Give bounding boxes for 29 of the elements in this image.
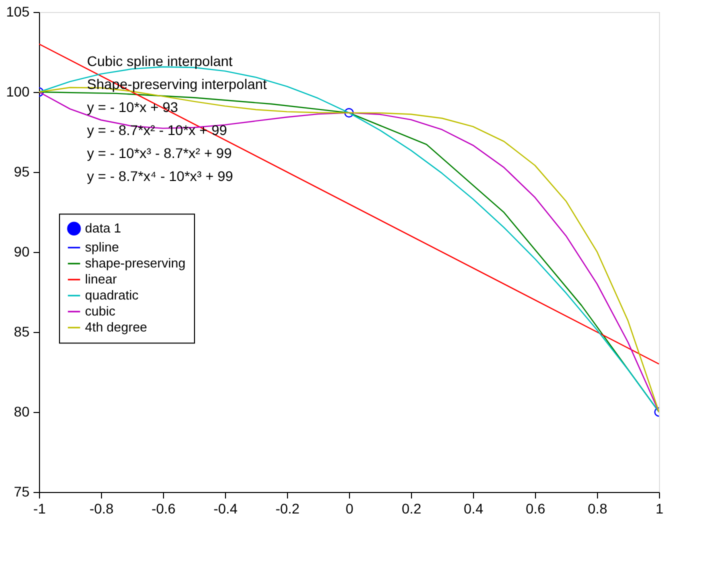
annotation: y = - 8.7*x⁴ - 10*x³ + 99 bbox=[87, 168, 234, 184]
x-tick-label: 0.8 bbox=[588, 500, 608, 516]
legend-label: linear bbox=[85, 272, 118, 287]
annotation: y = - 10*x³ - 8.7*x² + 99 bbox=[87, 145, 232, 161]
x-tick-label: 0.4 bbox=[464, 500, 484, 516]
legend-label: 4th degree bbox=[85, 320, 148, 335]
y-tick-label: 95 bbox=[14, 164, 30, 180]
x-tick-label: -1 bbox=[33, 500, 46, 516]
x-tick-label: 1 bbox=[656, 500, 664, 516]
y-tick-label: 80 bbox=[14, 404, 30, 420]
x-tick-label: -0.6 bbox=[151, 500, 176, 516]
y-tick-label: 75 bbox=[14, 484, 30, 500]
y-tick-label: 85 bbox=[14, 324, 30, 340]
y-tick-label: 90 bbox=[14, 244, 30, 260]
x-tick-label: -0.8 bbox=[89, 500, 114, 516]
legend-label: spline bbox=[85, 240, 119, 255]
x-tick-label: 0.2 bbox=[402, 500, 422, 516]
y-tick-label: 100 bbox=[6, 84, 30, 100]
annotation: y = - 10*x + 93 bbox=[87, 99, 178, 115]
legend-label: shape-preserving bbox=[85, 256, 186, 271]
annotation: Cubic spline interpolant bbox=[87, 53, 233, 69]
x-tick-label: -0.2 bbox=[275, 500, 300, 516]
legend-label: quadratic bbox=[85, 288, 139, 303]
x-tick-label: 0 bbox=[346, 500, 354, 516]
x-tick-label: 0.6 bbox=[526, 500, 546, 516]
legend-label: cubic bbox=[85, 304, 116, 319]
x-tick-label: -0.4 bbox=[213, 500, 238, 516]
legend-label: data 1 bbox=[85, 220, 122, 236]
y-tick-label: 105 bbox=[6, 4, 30, 20]
